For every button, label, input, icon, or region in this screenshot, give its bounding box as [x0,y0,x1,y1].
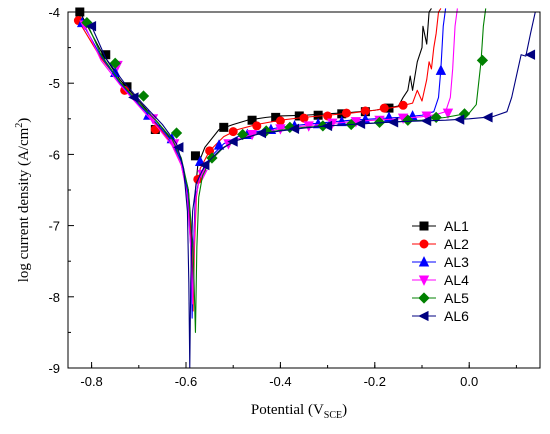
data-point-al6-10 [420,115,432,127]
y-tick-label: -7 [48,219,60,234]
data-point-al2-2 [150,124,160,134]
x-axis-title-sub: SCE [324,410,342,421]
legend-label: AL6 [444,308,469,324]
data-point-al6-0 [85,21,97,32]
data-point-al6-4 [227,136,238,147]
y-tick-label: -4 [48,5,60,20]
plot-area [73,7,536,369]
y-axis-title-sup: 2 [14,123,25,128]
data-point-al3-10 [336,115,347,127]
y-axis-title-main: log current density (A/cm [16,127,32,282]
x-axis-title-end: ) [342,402,347,418]
series-line-al1 [79,8,432,298]
data-point-al5-5 [237,128,249,141]
data-point-al6-12 [482,112,493,123]
series-al5 [81,8,489,333]
series-line-al3 [81,8,447,319]
legend-label: AL3 [444,254,469,270]
legend: AL1 AL2 AL3 AL4 AL5 AL6 [412,218,469,324]
data-point-al6-13 [524,49,536,60]
data-point-al3-14 [435,64,447,75]
data-point-al6-8 [354,118,366,129]
x-axis-title: Potential (VSCE) [251,402,347,421]
x-tick-label: 0.0 [460,374,478,389]
data-point-al5-0 [81,17,93,29]
series-al2 [73,8,442,312]
legend-item-al3: AL3 [412,254,469,270]
data-point-al2-10 [341,108,351,118]
x-tick-label: -0.8 [80,374,102,389]
legend-item-al2: AL2 [412,236,469,252]
legend-item-al6: AL6 [412,308,469,324]
data-point-al6-9 [387,117,399,128]
data-point-al5-14 [476,54,489,67]
data-point-al1-5 [219,122,229,132]
plot-frame [67,11,541,369]
legend-item-al4: AL4 [412,272,469,288]
data-point-al6-3 [199,159,210,171]
data-point-al2-8 [299,113,309,123]
data-point-al5-11 [402,114,414,126]
y-tick-label: -8 [48,290,60,305]
legend-label: AL2 [444,236,469,252]
series-line-al4 [84,8,458,305]
data-point-al2-7 [275,116,285,126]
legend-swatch-marker [418,292,430,304]
data-point-al6-2 [173,142,184,153]
data-point-al2-6 [252,121,262,131]
data-point-al1-6 [247,115,257,125]
legend-swatch-marker [418,310,429,322]
data-point-al5-3 [170,127,183,139]
data-point-al6-6 [288,123,300,134]
series-line-al2 [77,8,442,312]
y-tick-label: -5 [48,76,60,91]
y-axis-title-end: ) [16,118,32,123]
data-point-al5-2 [137,90,150,102]
data-point-al2-9 [323,111,333,121]
data-point-al3-5 [213,139,225,150]
legend-swatch-marker [418,275,430,286]
x-tick-label: -0.2 [364,374,386,389]
data-point-al5-1 [109,57,121,69]
legend-item-al1: AL1 [412,218,469,234]
legend-item-al5: AL5 [412,290,469,306]
series-al4 [79,8,458,305]
data-point-al6-7 [321,120,333,132]
series-al6 [85,11,536,369]
legend-swatch-marker [419,239,429,249]
data-point-al2-13 [398,100,408,110]
x-tick-label: -0.6 [175,374,197,389]
data-point-al6-5 [255,127,267,139]
x-tick-label: -0.4 [269,374,291,389]
data-point-al2-5 [228,127,238,137]
legend-swatch-marker [419,221,429,231]
x-axis-title-main: Potential (V [251,402,324,418]
series-al3 [76,8,447,319]
y-tick-label: -6 [48,147,60,162]
legend-swatch-marker [418,256,430,267]
series-line-al5 [86,8,487,333]
y-axis-title: log current density (A/cm2) [14,118,32,283]
data-point-al2-12 [379,103,389,113]
legend-label: AL4 [444,272,469,288]
data-point-al4-7 [275,124,286,135]
axis-ticks: -0.8 -0.6 -0.4 -0.2 0.0 -9 -8 -7 -6 -5 -4 [48,5,517,389]
data-point-al6-1 [128,92,139,103]
data-point-al4-14 [442,108,454,119]
series-al1 [75,7,432,298]
data-point-al6-11 [453,114,465,125]
series-line-al6 [91,11,536,369]
data-point-al4-13 [421,111,432,122]
data-point-al1-4 [190,151,200,161]
y-tick-label: -9 [48,361,60,376]
legend-label: AL1 [444,218,469,234]
legend-label: AL5 [444,290,469,306]
